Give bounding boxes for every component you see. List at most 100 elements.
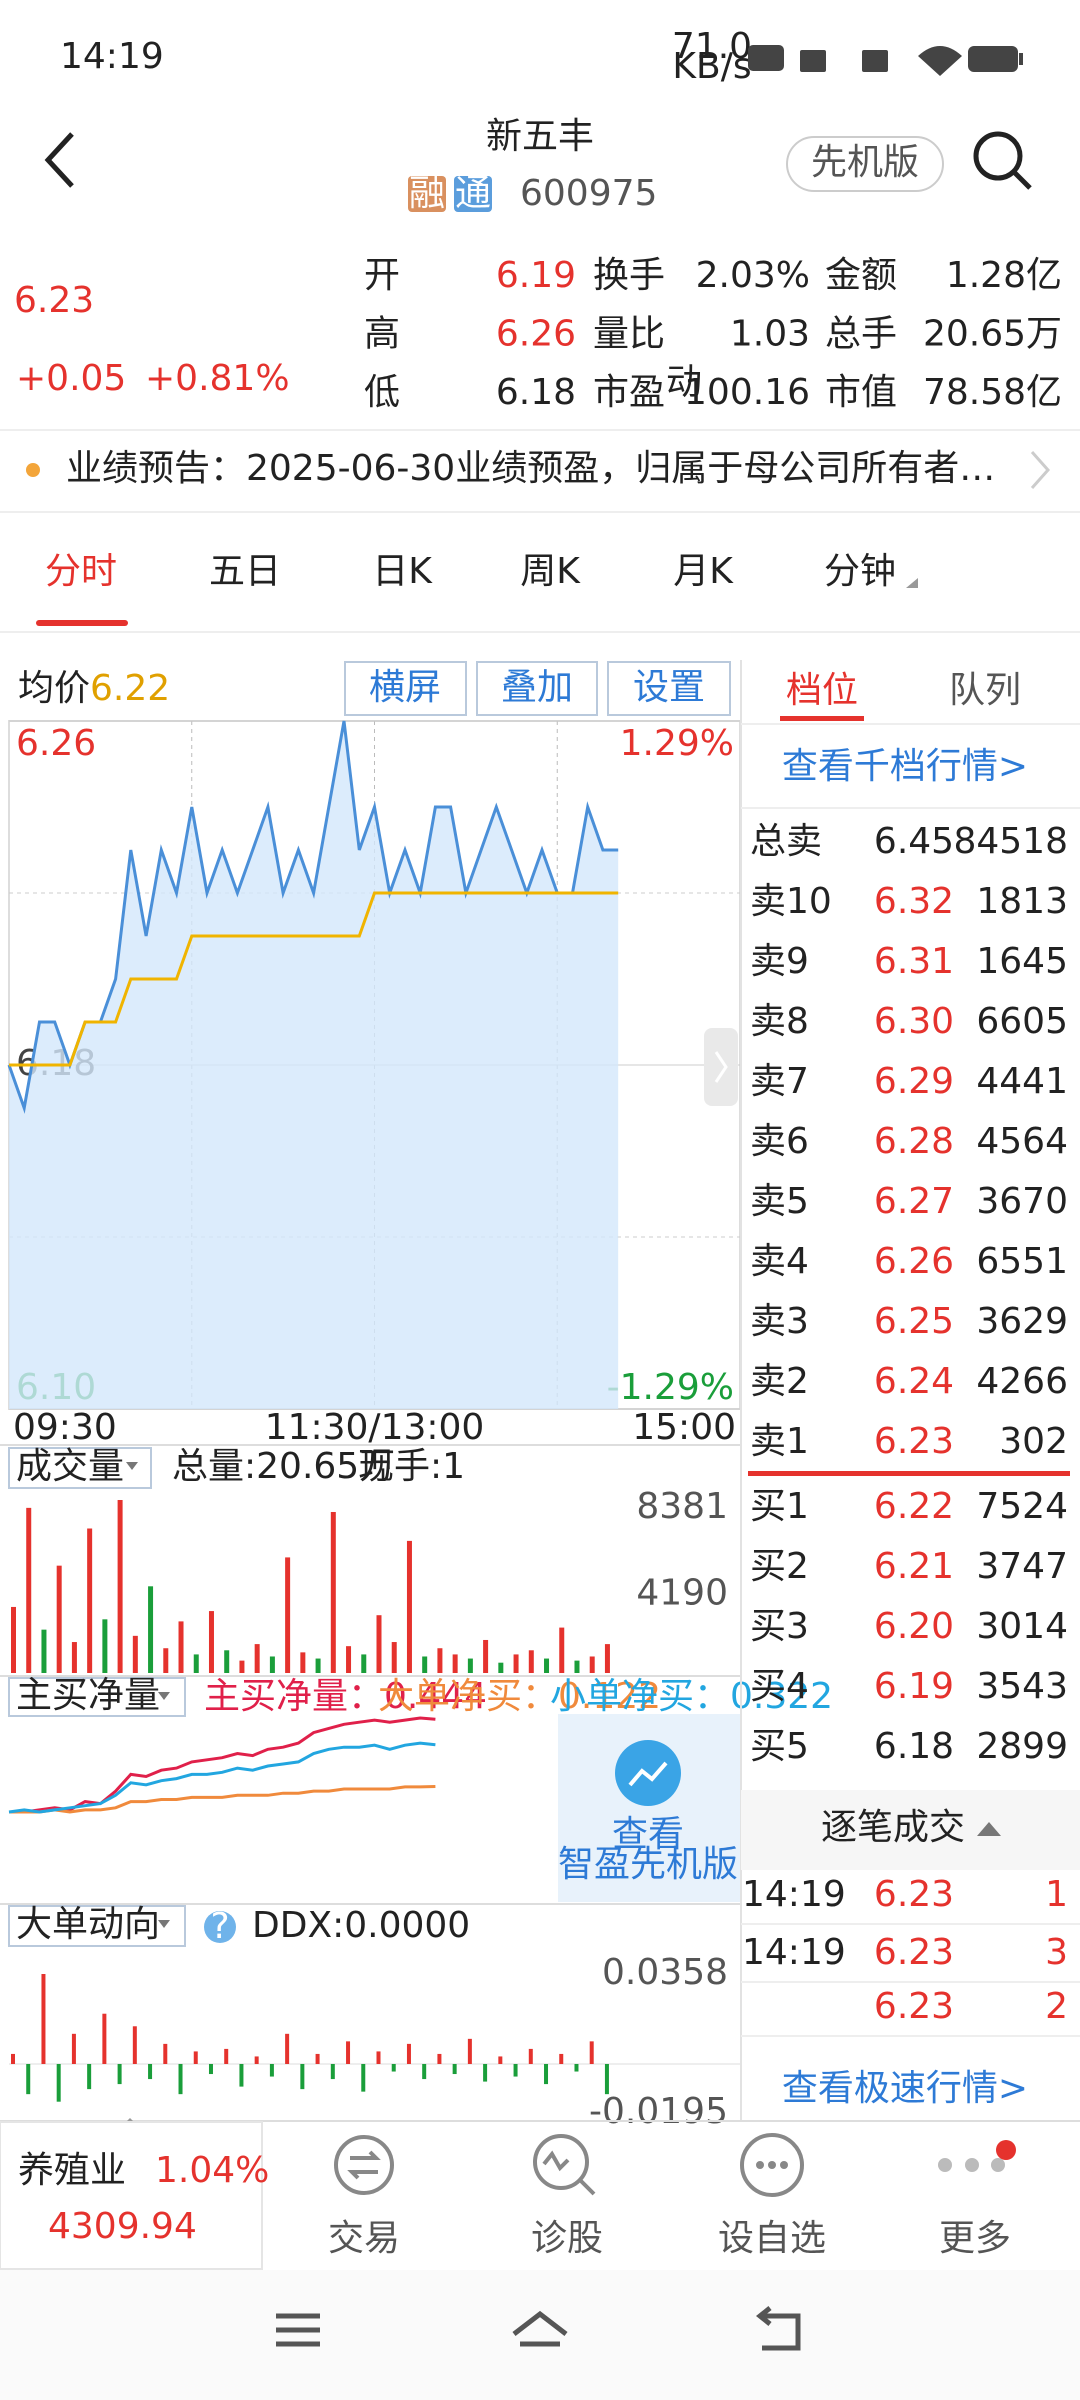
volume-bar: [361, 1654, 367, 1673]
dropdown[interactable]: [8, 1677, 186, 1717]
smart-box-text[interactable]: 查看: [612, 1814, 684, 1855]
flow-line: [9, 1785, 436, 1814]
ddx-chart: 0.0358 -0.0195: [9, 1952, 740, 2132]
period-tab[interactable]: 五日: [209, 551, 281, 592]
ddx-bar: [346, 2041, 351, 2064]
ddx-bar: [117, 2063, 122, 2085]
nav-item[interactable]: 设自选: [718, 2218, 826, 2259]
badge: [454, 176, 492, 212]
trades-link[interactable]: 查看极速行情>: [782, 2068, 1028, 2109]
flow-chart: [8, 1716, 436, 1814]
index-value[interactable]: 4309.94: [48, 2206, 197, 2247]
stat-label: 市值: [825, 372, 897, 413]
book-volume: 3014: [976, 1606, 1068, 1647]
ddx-bar: [437, 2053, 442, 2064]
button[interactable]: [476, 661, 598, 716]
book-price: 6.30: [874, 1001, 954, 1042]
book-link[interactable]: 查看千档行情>: [782, 746, 1028, 787]
book-price: 6.23: [874, 1421, 954, 1462]
trade-volume: 2: [1045, 1986, 1068, 2027]
volume-bar: [437, 1648, 443, 1673]
notice-text[interactable]: 业绩预告：2025-06-30业绩预盈，归属于母公司所有者…: [66, 448, 995, 489]
y2-tick-label: -1.29%: [607, 1367, 734, 1408]
book-label: 卖5: [750, 1181, 809, 1222]
button-text[interactable]: 设置: [633, 667, 705, 708]
dropdown-text[interactable]: 主买净量: [16, 1675, 160, 1716]
button[interactable]: [607, 661, 731, 716]
button-text[interactable]: 横屏: [369, 667, 441, 708]
nav-item[interactable]: 诊股: [531, 2218, 603, 2259]
button[interactable]: [344, 661, 467, 716]
dropdown-text[interactable]: 成交量: [16, 1446, 124, 1487]
index-name[interactable]: 养殖业: [18, 2150, 126, 2191]
ddx-bar: [11, 2053, 15, 2064]
dropdown-text[interactable]: 大单动向: [16, 1904, 160, 1945]
help-icon[interactable]: ?: [210, 1906, 229, 1947]
back-button[interactable]: [44, 132, 74, 188]
nav-item[interactable]: 更多: [939, 2218, 1011, 2259]
index-change[interactable]: 1.04%: [155, 2150, 269, 2191]
volume-bar: [376, 1615, 382, 1673]
order-book: 总卖 6.45 84518 卖10 6.32 1813 卖9 6.31 1645 卖8 6.30 66…: [750, 821, 1068, 1767]
mode-button-text[interactable]: 先机版: [811, 142, 919, 183]
mode-button[interactable]: [786, 136, 944, 192]
book-price: 6.21: [874, 1546, 954, 1587]
trade-price: 6.23: [874, 1874, 954, 1915]
volume-bar: [269, 1656, 275, 1673]
book-price: 6.18: [874, 1726, 954, 1767]
period-tabs: 分时 五日 日K 周K 月K 分钟: [45, 551, 918, 592]
smart-box-text[interactable]: 智盈先机版: [558, 1844, 738, 1885]
period-tab[interactable]: 分钟: [824, 551, 896, 592]
book-price: 6.29: [874, 1061, 954, 1102]
book-tab[interactable]: 档位: [786, 670, 858, 711]
period-tab[interactable]: 日K: [372, 551, 433, 592]
period-tab[interactable]: 分时: [45, 551, 117, 592]
volume-bar: [26, 1507, 32, 1673]
ddx-bar: [467, 2038, 472, 2064]
x-tick-label: 11:30/13:00: [265, 1407, 485, 1448]
volume-chart: 4190 8381: [11, 1486, 728, 1673]
ddx-bar: [559, 2053, 564, 2064]
ddx-bar: [269, 2063, 274, 2077]
avg-label: 均价: [18, 668, 90, 709]
volume-bar: [87, 1528, 93, 1673]
trades: 14:19 6.23 1 14:19 6.23 3 6.23 2: [741, 1874, 1080, 2037]
price-line: [7, 720, 619, 1114]
book-volume: 302: [999, 1421, 1068, 1462]
stat-label: 换手: [593, 255, 665, 296]
book-volume: 4564: [976, 1121, 1068, 1162]
book-label: 卖6: [750, 1121, 809, 1162]
search-button[interactable]: [973, 131, 1032, 190]
badge-text: 融: [409, 173, 445, 214]
book-price: 6.25: [874, 1301, 954, 1342]
ddx-value: DDX:0.0000: [252, 1905, 470, 1946]
stat-label: 金额: [825, 255, 897, 296]
button-text[interactable]: 叠加: [501, 667, 573, 708]
volume-bar: [11, 1606, 16, 1673]
x-tick-label: 09:30: [13, 1407, 117, 1448]
volume-bar: [406, 1540, 412, 1673]
book-tab[interactable]: 队列: [949, 670, 1021, 711]
dropdown[interactable]: [8, 1905, 186, 1947]
period-tab[interactable]: 月K: [673, 551, 734, 592]
dropdown[interactable]: [8, 1447, 152, 1489]
period-tab[interactable]: 周K: [520, 551, 581, 592]
book-label: 卖8: [750, 1001, 809, 1042]
book-label: 卖9: [750, 941, 809, 982]
nav-item[interactable]: 交易: [328, 2218, 400, 2259]
net-speed: 71.0: [672, 26, 752, 67]
expand-handle[interactable]: [704, 1028, 738, 1106]
flow-legend: 主买净量：0.444: [204, 1676, 487, 1717]
volume-bar: [224, 1650, 230, 1673]
y2-tick-label: 1.29%: [620, 723, 734, 764]
flow-legend: 大单净买：0.122: [378, 1676, 661, 1717]
book-volume: 3670: [976, 1181, 1068, 1222]
volume-bar: [102, 1619, 108, 1673]
volume-bar: [132, 1635, 138, 1673]
volume-bar: [559, 1627, 565, 1673]
ddx-bar: [604, 2063, 609, 2095]
system-nav[interactable]: [276, 2306, 801, 2351]
notice-arrow[interactable]: [1030, 451, 1051, 489]
status-icons: [748, 45, 1023, 76]
